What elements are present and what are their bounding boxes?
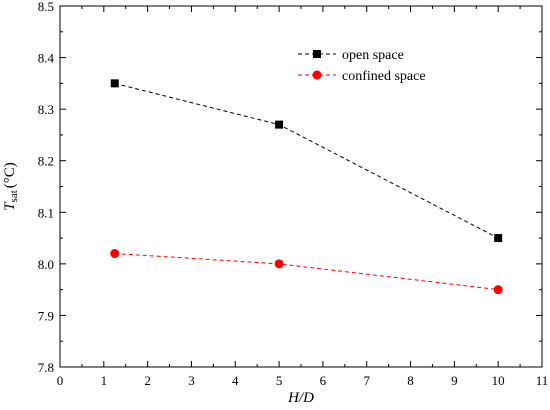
- data-point-open-space-2: [494, 234, 503, 243]
- x-axis: 0 1 2 3 4 5 6 7 8 9 10 11: [57, 6, 549, 388]
- legend-marker-open-space: [313, 50, 321, 58]
- y-axis-label-symbol: T: [2, 201, 18, 211]
- series-line-open-space: [114, 82, 499, 239]
- y-tick-label-3: 8.1: [38, 205, 54, 220]
- x-axis-label: H/D: [287, 390, 314, 406]
- x-tick-label-1: 1: [101, 373, 108, 388]
- data-point-confined-space-1: [274, 259, 284, 269]
- legend-label-confined-space: confined space: [342, 69, 426, 84]
- series-layer: [110, 79, 503, 295]
- series-line-confined-space: [114, 253, 499, 291]
- y-tick-label-5: 8.3: [38, 102, 54, 117]
- y-axis: 7.8 7.9 8.0 8.1 8.2 8.3 8.4 8.5: [38, 0, 542, 375]
- x-tick-label-0: 0: [57, 373, 64, 388]
- y-tick-label-1: 7.9: [38, 308, 54, 323]
- y-axis-label-subscript: sat: [8, 190, 20, 202]
- data-point-open-space-1: [275, 120, 284, 129]
- x-tick-label-4: 4: [232, 373, 239, 388]
- legend-marker-confined-space: [312, 70, 322, 80]
- x-tick-label-8: 8: [407, 373, 414, 388]
- x-tick-label-11: 11: [536, 373, 549, 388]
- x-tick-label-6: 6: [320, 373, 327, 388]
- data-point-confined-space-2: [493, 285, 503, 295]
- legend: open space confined space: [298, 48, 426, 84]
- y-axis-label-unit: (°C): [2, 162, 18, 188]
- legend-label-open-space: open space: [342, 48, 404, 63]
- x-tick-label-7: 7: [363, 373, 370, 388]
- y-tick-label-2: 8.0: [38, 257, 54, 272]
- y-tick-label-7: 8.5: [38, 0, 54, 14]
- y-axis-label: Tsat (°C): [2, 162, 20, 211]
- x-tick-label-2: 2: [144, 373, 151, 388]
- y-tick-label-4: 8.2: [38, 154, 54, 169]
- plot-frame: [59, 5, 543, 368]
- data-point-confined-space-0: [110, 249, 120, 259]
- x-tick-label-9: 9: [451, 373, 458, 388]
- y-tick-label-0: 7.8: [38, 360, 54, 375]
- data-point-open-space-0: [110, 79, 119, 88]
- x-tick-label-3: 3: [188, 373, 195, 388]
- y-tick-label-6: 8.4: [38, 51, 55, 66]
- x-tick-label-5: 5: [276, 373, 283, 388]
- x-tick-label-10: 10: [492, 373, 505, 388]
